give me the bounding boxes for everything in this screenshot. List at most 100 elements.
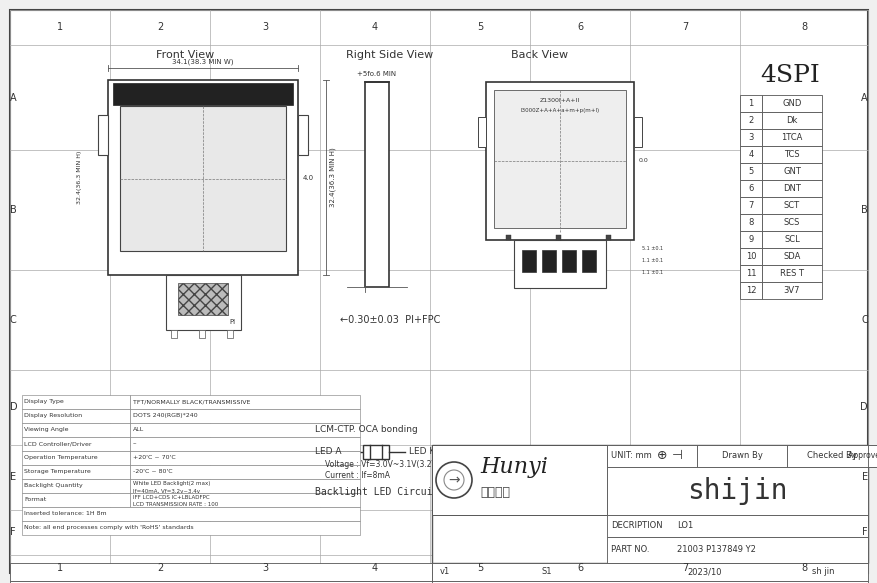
Bar — [761, 282, 821, 299]
Bar — [22, 395, 130, 409]
Bar — [22, 493, 130, 507]
Bar — [22, 423, 130, 437]
Text: 34.1(38.3 MIN W): 34.1(38.3 MIN W) — [172, 59, 233, 65]
Bar — [739, 112, 761, 129]
Bar — [130, 395, 360, 409]
Text: Hunyi: Hunyi — [480, 456, 547, 478]
Bar — [761, 112, 821, 129]
Bar — [739, 231, 761, 248]
Text: 21003 P137849 Y2: 21003 P137849 Y2 — [676, 546, 755, 554]
Bar — [761, 129, 821, 146]
Text: 1: 1 — [747, 99, 752, 108]
Bar — [108, 80, 297, 275]
Bar — [166, 275, 240, 330]
Text: 10: 10 — [745, 252, 755, 261]
Bar — [513, 240, 605, 288]
Bar — [113, 83, 293, 105]
Text: ⊕: ⊕ — [656, 449, 667, 462]
Text: B: B — [860, 205, 867, 215]
Text: 4.0: 4.0 — [303, 174, 314, 181]
Text: LCD Controller/Driver: LCD Controller/Driver — [24, 441, 91, 447]
Text: F: F — [10, 528, 16, 538]
Text: 1TCA: 1TCA — [781, 133, 802, 142]
Text: Inserted tolerance: 1H 8m: Inserted tolerance: 1H 8m — [24, 511, 106, 517]
Text: LO1: LO1 — [676, 522, 693, 531]
Text: --: -- — [132, 441, 138, 447]
Text: White LED Backlight(2 max): White LED Backlight(2 max) — [132, 482, 210, 486]
Text: shijin: shijin — [687, 477, 787, 505]
Bar — [761, 180, 821, 197]
Bar — [22, 507, 360, 521]
Bar — [761, 95, 821, 112]
Text: ALL: ALL — [132, 427, 144, 433]
Circle shape — [436, 462, 472, 498]
Text: Operation Temperature: Operation Temperature — [24, 455, 97, 461]
Text: Checked By: Checked By — [806, 451, 856, 461]
Text: D: D — [859, 402, 867, 413]
Text: 1: 1 — [57, 22, 63, 32]
Text: TCS: TCS — [783, 150, 799, 159]
Text: TFT/NORMALLY BLACK/TRANSMISSIVE: TFT/NORMALLY BLACK/TRANSMISSIVE — [132, 399, 250, 405]
Bar — [739, 214, 761, 231]
Bar — [362, 445, 389, 459]
Text: Display Resolution: Display Resolution — [24, 413, 82, 419]
Text: 7: 7 — [681, 563, 688, 573]
Bar — [605, 235, 610, 240]
Text: 5: 5 — [747, 167, 752, 176]
Text: 1.1 ±0.1: 1.1 ±0.1 — [641, 269, 662, 275]
Text: sh jin: sh jin — [811, 567, 833, 577]
Circle shape — [444, 470, 463, 490]
Bar — [171, 330, 177, 338]
Bar — [522, 250, 535, 272]
Text: 1.1 ±0.1: 1.1 ±0.1 — [641, 258, 662, 262]
Text: 3: 3 — [261, 22, 267, 32]
Bar — [130, 451, 360, 465]
Bar — [606, 537, 867, 563]
Bar — [120, 106, 286, 251]
Text: F: F — [861, 528, 867, 538]
Bar — [541, 250, 555, 272]
Text: 11: 11 — [745, 269, 755, 278]
Text: ←0.30±0.03  PI+FPC: ←0.30±0.03 PI+FPC — [339, 315, 440, 325]
Bar — [130, 409, 360, 423]
Bar — [739, 248, 761, 265]
Bar — [606, 467, 867, 515]
Bar — [431, 445, 867, 563]
Bar — [22, 451, 130, 465]
Text: 准亿科技: 准亿科技 — [480, 486, 510, 500]
Text: Display Type: Display Type — [24, 399, 64, 405]
Bar — [130, 479, 360, 493]
Bar — [761, 265, 821, 282]
Text: PI: PI — [230, 319, 236, 325]
Bar — [739, 180, 761, 197]
Bar — [561, 250, 575, 272]
Bar — [477, 117, 486, 147]
Bar — [130, 437, 360, 451]
Bar — [867, 445, 876, 467]
Bar — [606, 515, 867, 537]
Text: 1: 1 — [57, 563, 63, 573]
Bar — [22, 521, 360, 535]
Bar — [786, 445, 876, 467]
Text: Note: all end processes comply with 'RoHS' standards: Note: all end processes comply with 'RoH… — [24, 525, 194, 531]
Text: Voltage : Vf=3.0V~3.1V(3.2V=TYP)
Current : If=8mA: Voltage : Vf=3.0V~3.1V(3.2V=TYP) Current… — [324, 461, 460, 480]
Bar — [555, 235, 560, 240]
Text: E: E — [861, 472, 867, 483]
Text: 5: 5 — [476, 563, 482, 573]
Text: B: B — [10, 205, 17, 215]
Bar — [22, 409, 130, 423]
Text: LED A: LED A — [315, 448, 341, 456]
Bar — [22, 437, 130, 451]
Bar — [761, 197, 821, 214]
Bar — [130, 423, 360, 437]
Text: 6: 6 — [747, 184, 752, 193]
Text: 2: 2 — [747, 116, 752, 125]
Text: 2023/10: 2023/10 — [686, 567, 721, 577]
Text: DECRIPTION: DECRIPTION — [610, 522, 662, 531]
Text: Z1300I+A+II: Z1300I+A+II — [539, 97, 580, 103]
Bar — [10, 563, 431, 581]
Text: LCM-CTP. OCA bonding: LCM-CTP. OCA bonding — [315, 426, 417, 434]
Bar — [761, 248, 821, 265]
Text: LED K: LED K — [409, 448, 435, 456]
Text: Back View: Back View — [511, 50, 568, 60]
